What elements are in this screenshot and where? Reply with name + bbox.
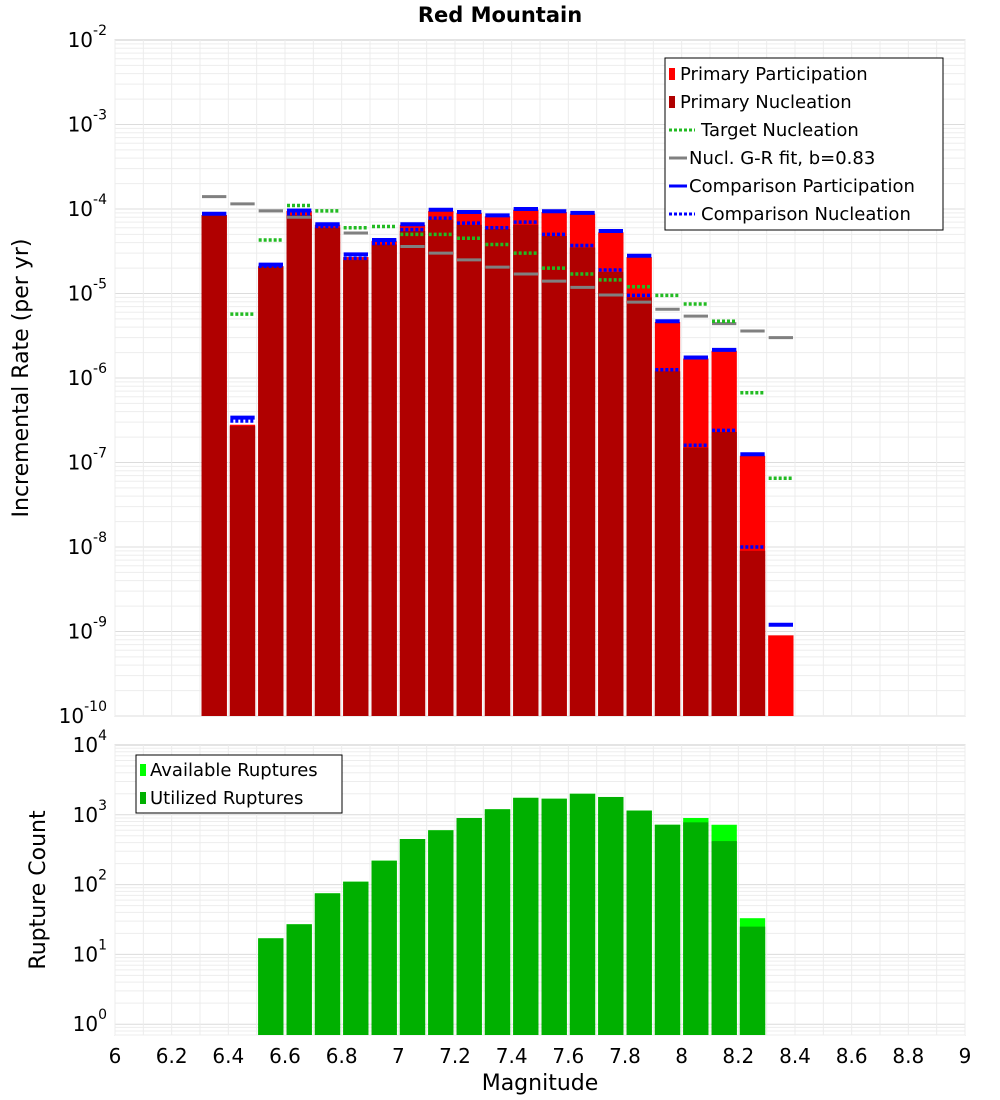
bottom-legend: Available Ruptures Utilized Ruptures	[135, 754, 343, 814]
top-y-tick-label: 10-5	[68, 277, 107, 306]
nucleation-bar	[229, 426, 256, 716]
top-y-tick-label: 10-7	[68, 446, 107, 475]
top-legend: Primary Participation Primary Nucleation T…	[664, 57, 944, 231]
utilized-ruptures-bar	[569, 793, 596, 1035]
utilized-ruptures-bar	[371, 860, 397, 1035]
x-tick-label: 8.2	[722, 1044, 754, 1068]
nucleation-bar	[484, 228, 511, 716]
bottom-y-axis-title: Rupture Count	[26, 810, 51, 970]
x-tick-label: 8.6	[836, 1044, 868, 1068]
legend-label: Nucl. G-R fit, b=0.83	[689, 148, 875, 169]
nucleation-bar	[513, 224, 539, 716]
nucleation-bar	[739, 550, 766, 716]
x-tick-label: 7.8	[609, 1044, 641, 1068]
legend-swatch	[140, 792, 146, 804]
utilized-ruptures-bar	[626, 810, 652, 1035]
nucleation-bar	[343, 259, 369, 716]
x-tick-label: 9	[959, 1044, 972, 1068]
utilized-ruptures-bar	[258, 938, 284, 1035]
nucleation-bar	[399, 230, 426, 717]
participation-bar	[768, 635, 794, 716]
nucleation-bar	[428, 219, 454, 717]
top-y-tick-label: 10-10	[59, 699, 107, 728]
nucleation-bar	[286, 214, 312, 716]
utilized-ruptures-bar	[399, 839, 426, 1035]
x-tick-label: 6.6	[269, 1044, 301, 1068]
utilized-ruptures-bar	[343, 881, 369, 1035]
top-panel: 10-10 10-9 10-8 10-7 10-6 10-5 10-4 10-3 10-2 Pri…	[59, 23, 966, 728]
legend-label: Comparison Participation	[689, 176, 915, 197]
nucleation-bar	[598, 271, 624, 716]
utilized-ruptures-bar	[598, 796, 624, 1035]
nucleation-bar	[683, 447, 709, 716]
top-y-tick-label: 10-8	[68, 530, 107, 559]
legend-label: Primary Participation	[680, 64, 868, 85]
legend-label: Primary Nucleation	[680, 92, 852, 113]
x-tick-label: 6.4	[212, 1044, 244, 1068]
chart-title: Red Mountain	[418, 3, 582, 27]
bottom-y-tick-label: 103	[73, 798, 107, 827]
nucleation-bar	[258, 266, 284, 716]
x-tick-label: 6.8	[326, 1044, 358, 1068]
top-legend-box	[664, 57, 944, 231]
legend-swatch	[669, 96, 675, 108]
top-y-tick-label: 10-6	[68, 361, 108, 390]
legend-label: Comparison Nucleation	[701, 204, 911, 225]
utilized-ruptures-bar	[654, 824, 681, 1035]
nucleation-bar	[541, 235, 567, 716]
utilized-ruptures-bar	[739, 926, 766, 1035]
bottom-legend-box	[135, 754, 343, 814]
nucleation-bar	[711, 431, 737, 716]
nucleation-bar	[201, 214, 227, 716]
utilized-ruptures-bar	[513, 797, 539, 1035]
top-y-tick-label: 10-2	[68, 23, 107, 52]
nucleation-bar	[456, 224, 482, 716]
utilized-ruptures-bar	[314, 893, 341, 1035]
nucleation-bar	[626, 297, 652, 716]
bottom-y-tick-label: 102	[73, 868, 107, 897]
legend-swatch	[669, 68, 675, 80]
bottom-panel: 100 101 102 103 104 6 6.2 6.4 6.6 6.8 7 7.2 7.4 7.6 7.…	[73, 728, 972, 1068]
x-axis-title: Magnitude	[482, 1071, 599, 1096]
x-tick-label: 7.4	[496, 1044, 528, 1068]
utilized-ruptures-bar	[428, 830, 454, 1035]
top-y-tick-label: 10-9	[68, 615, 107, 644]
utilized-ruptures-bar	[541, 798, 567, 1035]
nucleation-bar	[569, 247, 596, 716]
x-tick-label: 8	[675, 1044, 688, 1068]
utilized-ruptures-bar	[711, 841, 737, 1035]
x-tick-label: 7	[392, 1044, 405, 1068]
legend-label: Utilized Ruptures	[150, 788, 303, 809]
x-tick-label: 8.8	[892, 1044, 924, 1068]
x-tick-label: 7.6	[552, 1044, 584, 1068]
top-y-tick-label: 10-3	[68, 108, 107, 137]
utilized-ruptures-bar	[484, 809, 511, 1035]
nucleation-bar	[314, 227, 341, 716]
x-tick-label: 8.4	[779, 1044, 811, 1068]
x-tick-label: 6	[109, 1044, 122, 1068]
bottom-y-tick-label: 100	[73, 1007, 107, 1036]
nucleation-bar	[371, 244, 397, 716]
utilized-ruptures-bar	[286, 924, 312, 1035]
top-y-tick-label: 10-4	[68, 192, 108, 221]
utilized-ruptures-bar	[456, 817, 482, 1035]
utilized-ruptures-bar	[683, 822, 709, 1035]
x-tick-label: 6.2	[156, 1044, 188, 1068]
nucleation-bar	[654, 371, 681, 716]
x-tick-label: 7.2	[439, 1044, 471, 1068]
legend-label: Available Ruptures	[150, 760, 318, 781]
legend-swatch	[140, 764, 146, 776]
legend-label: Target Nucleation	[700, 120, 859, 141]
bottom-y-tick-label: 104	[73, 728, 107, 757]
top-y-axis-title: Incremental Rate (per yr)	[9, 239, 34, 518]
bottom-y-tick-label: 101	[73, 937, 107, 966]
